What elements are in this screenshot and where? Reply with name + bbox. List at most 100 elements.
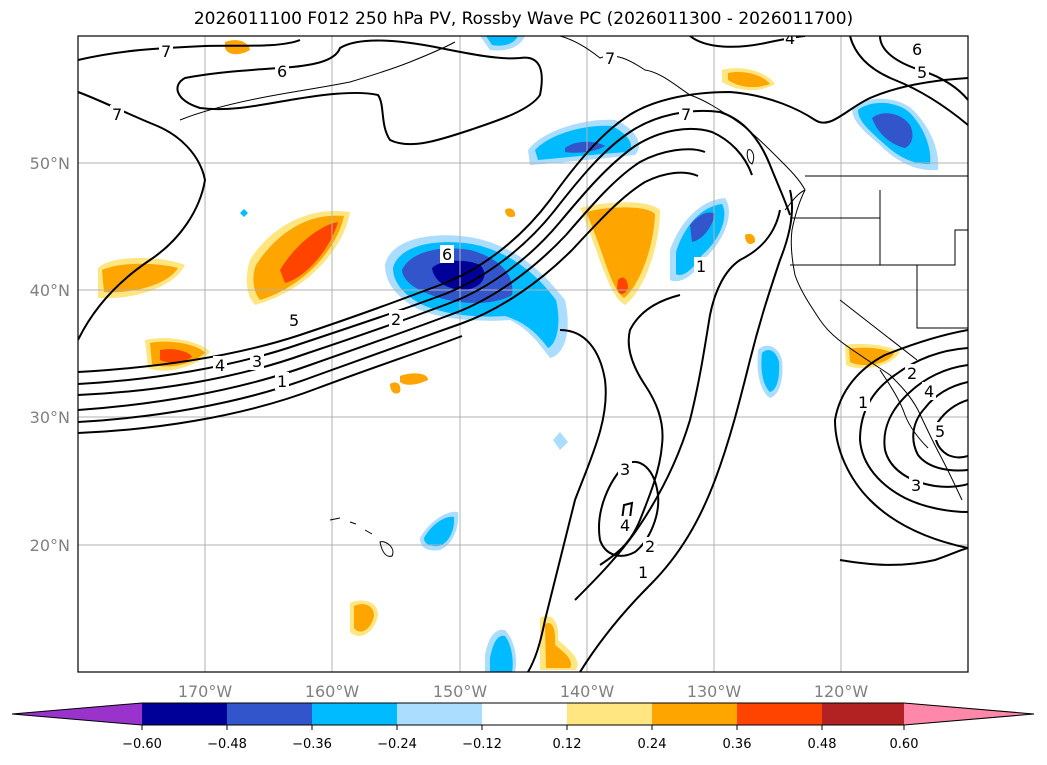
map-background xyxy=(78,36,968,672)
hawaii-islands xyxy=(329,517,394,557)
contour-label: 1 xyxy=(858,393,868,412)
colorbar-tick-label: 0.48 xyxy=(808,737,837,752)
lat-label: 50°N xyxy=(30,154,70,173)
pv-positive-region xyxy=(505,208,516,218)
colorbar-segment xyxy=(652,703,737,725)
lon-label: 120°W xyxy=(814,682,869,701)
contour-label: 7 xyxy=(681,105,691,124)
contour-label: 2 xyxy=(391,310,401,329)
pv-negative-region xyxy=(872,113,913,148)
pv-negative-region xyxy=(240,209,248,217)
contour-line xyxy=(598,460,660,557)
contour-line xyxy=(621,501,634,521)
contour-label: 3 xyxy=(911,476,921,495)
contour-label: 2 xyxy=(645,537,655,556)
contour-label: 7 xyxy=(161,42,171,61)
colorbar-tick-label: 0.24 xyxy=(638,737,667,752)
contour-label: 4 xyxy=(215,356,225,375)
contour-label: 6 xyxy=(912,40,922,59)
contour-line xyxy=(176,39,543,146)
contour-label: 4 xyxy=(785,29,795,48)
pv-positive-region xyxy=(745,233,756,244)
colorbar-tick-label: −0.48 xyxy=(207,737,247,752)
lon-label: 170°W xyxy=(178,682,233,701)
contour-labels: 7 6 7 6 5 7 4 7 6 5 4 xyxy=(110,29,947,582)
colorbar-tick-label: −0.12 xyxy=(462,737,502,752)
pv-positive-region xyxy=(280,222,338,283)
contour-label: 6 xyxy=(277,62,287,81)
contour-line xyxy=(912,381,968,472)
contour-line xyxy=(849,36,968,126)
contour-label: 2 xyxy=(907,364,917,383)
pv-positive-region xyxy=(225,40,250,55)
contour-line xyxy=(579,189,793,672)
map-panel: 7 6 7 6 5 7 4 7 6 5 4 xyxy=(77,29,969,673)
contour-line xyxy=(599,294,681,566)
colorbar-tick-label: 0.60 xyxy=(890,737,919,752)
pv-negative-region xyxy=(486,36,518,46)
pv-negative-region xyxy=(690,212,715,242)
contour-line xyxy=(689,36,806,48)
contour-line xyxy=(78,335,463,434)
contour-label: 4 xyxy=(924,382,934,401)
colorbar-low-extend xyxy=(12,703,142,725)
pv-negative-region xyxy=(490,635,513,672)
lon-label: 150°W xyxy=(433,682,488,701)
contour-label: 1 xyxy=(638,563,648,582)
colorbar-segment xyxy=(737,703,822,725)
contour-line xyxy=(78,91,207,341)
contour-line xyxy=(858,347,968,513)
lat-label: 30°N xyxy=(30,408,70,427)
colorbar-tick-label: −0.60 xyxy=(122,737,162,752)
colorbar-segment xyxy=(567,703,652,725)
lon-label: 160°W xyxy=(305,682,360,701)
contour-label: 5 xyxy=(935,422,945,441)
pv-positive-region xyxy=(586,207,655,298)
contour-line xyxy=(78,109,791,385)
haida-gwaii xyxy=(746,149,755,165)
contour-label: 7 xyxy=(605,49,615,68)
contour-label: 3 xyxy=(620,460,630,479)
pv-negative-region xyxy=(424,516,455,547)
us-state-borders xyxy=(790,190,968,361)
colorbar-tick-label: 0.36 xyxy=(723,737,752,752)
colorbar-tick-label: −0.36 xyxy=(292,737,332,752)
contour-line xyxy=(527,329,607,672)
colorbar-segment xyxy=(482,703,567,725)
contour-label: 7 xyxy=(112,105,122,124)
pv-positive-region xyxy=(102,263,178,293)
contour-label: 4 xyxy=(620,516,630,535)
colorbar-segment xyxy=(312,703,397,725)
contour-line xyxy=(78,77,968,373)
map-frame xyxy=(77,35,969,673)
colorbar: −0.60 −0.48 −0.36 −0.24 −0.12 0.12 0.24 … xyxy=(11,702,1035,752)
baja-coastline xyxy=(879,369,929,449)
colorbar-segment xyxy=(142,703,227,725)
contour-label: 5 xyxy=(289,311,299,330)
contour-line xyxy=(78,171,699,423)
figure-title: 2026011100 F012 250 hPa PV, Rossby Wave … xyxy=(193,9,854,29)
colorbar-segment xyxy=(227,703,312,725)
pv-positive-region xyxy=(849,347,894,366)
aleutian-islands xyxy=(179,41,456,121)
colorbar-segment xyxy=(822,703,904,725)
longitude-labels: 170°W 160°W 150°W 140°W 130°W 120°W xyxy=(178,682,869,701)
contour-label: 1 xyxy=(696,257,706,276)
pv-positive-region xyxy=(354,604,374,632)
lat-label: 40°N xyxy=(30,281,70,300)
pv-negative-region xyxy=(553,432,568,450)
pv-contours xyxy=(78,36,968,672)
colorbar-high-extend xyxy=(904,703,1034,725)
pv-positive-region xyxy=(728,72,770,88)
contour-line xyxy=(833,329,968,549)
contour-line xyxy=(934,399,968,459)
pv-negative-region xyxy=(761,350,780,392)
contour-label: 1 xyxy=(277,372,287,391)
contour-line xyxy=(839,547,968,566)
pv-positive-region xyxy=(400,373,428,385)
lon-label: 130°W xyxy=(687,682,742,701)
coastlines xyxy=(179,36,968,557)
lat-label: 20°N xyxy=(30,536,70,555)
contour-label: 5 xyxy=(917,63,927,82)
